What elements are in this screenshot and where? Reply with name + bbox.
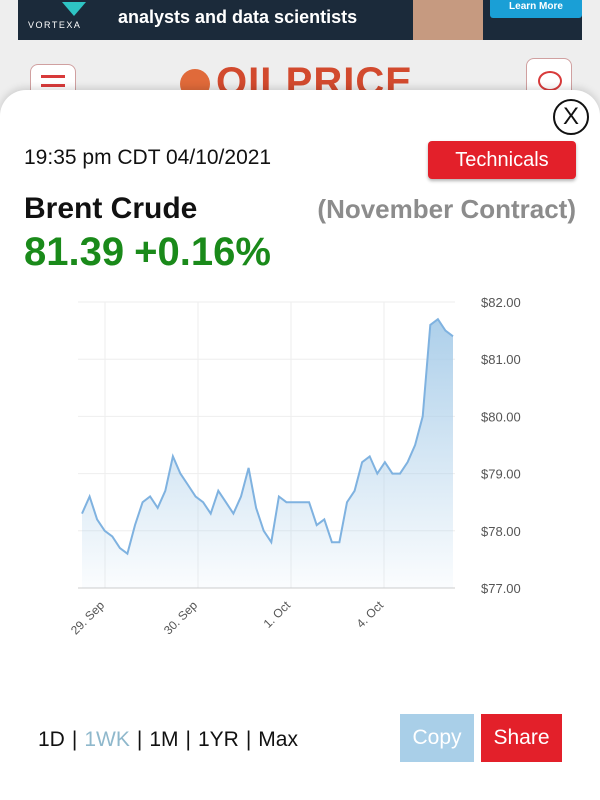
y-tick-label: $78.00 <box>481 524 521 539</box>
timestamp: 19:35 pm CDT 04/10/2021 <box>24 146 272 169</box>
contract-label: (November Contract) <box>317 194 576 224</box>
price-line: 81.39 +0.16% <box>24 230 281 275</box>
share-button[interactable]: Share <box>481 714 562 762</box>
price-value: 81.39 <box>24 230 125 274</box>
y-tick-label: $80.00 <box>481 409 521 424</box>
technicals-button[interactable]: Technicals <box>428 141 576 179</box>
ad-banner[interactable]: VORTEXA analysts and data scientists Lea… <box>18 0 582 40</box>
y-tick-label: $81.00 <box>481 352 521 367</box>
range-option-max[interactable]: Max <box>258 728 298 751</box>
range-separator: | <box>185 728 191 751</box>
price-chart[interactable]: $82.00 $81.00 $80.00 $79.00 $78.00 $77.00 29.… <box>0 290 600 690</box>
instrument-name: Brent Crude <box>24 192 198 225</box>
chart-area-fill <box>82 319 453 588</box>
range-selector: 1D | 1WK | 1M | 1YR | Max <box>38 728 298 752</box>
x-tick-label: 4. Oct <box>354 598 387 631</box>
x-tick-label: 1. Oct <box>261 598 294 631</box>
ad-brand: VORTEXA <box>28 20 82 30</box>
ad-headline: analysts and data scientists <box>118 7 358 27</box>
y-tick-label: $79.00 <box>481 467 521 482</box>
vortexa-logo-icon <box>62 2 86 16</box>
copy-button[interactable]: Copy <box>400 714 474 762</box>
y-tick-label: $77.00 <box>481 581 521 596</box>
price-change: +0.16% <box>134 230 271 274</box>
range-option-1m[interactable]: 1M <box>149 728 179 751</box>
ad-photo <box>413 0 483 40</box>
y-axis-labels: $82.00 $81.00 $80.00 $79.00 $78.00 $77.00 <box>481 295 521 596</box>
price-modal <box>0 90 600 800</box>
range-option-1d[interactable]: 1D <box>38 728 65 751</box>
range-option-1wk[interactable]: 1WK <box>84 728 130 751</box>
ad-learn-more-button[interactable]: Learn More <box>490 0 582 18</box>
x-axis-labels: 29. Sep 30. Sep 1. Oct 4. Oct <box>68 598 387 638</box>
x-tick-label: 30. Sep <box>161 598 200 637</box>
range-separator: | <box>136 728 143 751</box>
chart-series-line <box>81 317 454 556</box>
close-button[interactable]: X <box>553 99 589 135</box>
range-separator: | <box>245 728 252 751</box>
range-separator: | <box>71 728 78 751</box>
x-tick-label: 29. Sep <box>68 598 107 637</box>
y-tick-label: $82.00 <box>481 295 521 310</box>
range-option-1yr[interactable]: 1YR <box>197 728 239 751</box>
